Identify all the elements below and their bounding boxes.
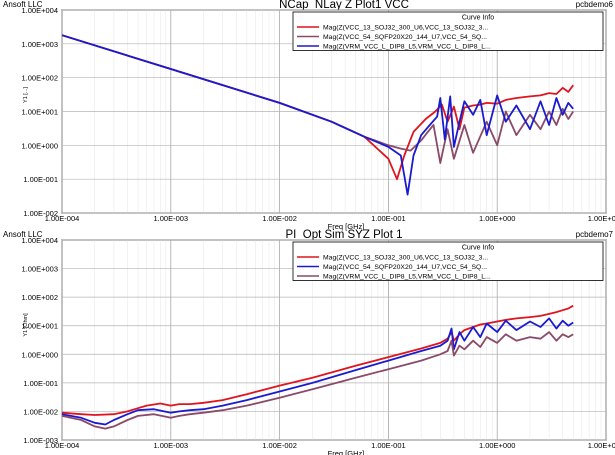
y-axis-label: Y1 [...] [23, 87, 29, 103]
x-tick-label: 1.00E-004 [45, 214, 80, 223]
series-line-1 [61, 34, 574, 181]
x-tick-label: 1.00E+000 [479, 214, 516, 223]
chart-title: NCap_NLay Z Plot1 VCC [279, 0, 409, 11]
x-tick-label: 1.00E-002 [262, 441, 297, 450]
y-tick-label: 1.00E-002 [23, 209, 58, 218]
y-tick-label: 1.00E+002 [22, 74, 59, 83]
y-tick-label: 1.00E+003 [22, 265, 59, 274]
legend-box [292, 241, 604, 281]
x-tick-label: 1.00E+001 [588, 214, 615, 223]
legend-entry: Mag(Z(VCC_54_SQFP20X20_144_U7,VCC_54_SQ.… [323, 264, 487, 271]
project-label: pcbdemo7 [576, 230, 614, 239]
legend-entry: Mag(Z(VRM_VCC_L_DIP8_L5,VRM_VCC_L_DIP8_L… [323, 44, 491, 51]
x-axis-label: Freq [GHz] [328, 222, 365, 231]
chart-1: Ansoft LLC NCap_NLay Z Plot1 VCC pcbdemo6 1… [3, 0, 615, 231]
x-tick-label: 1.00E-004 [45, 441, 80, 450]
legend-title: Curve Info [462, 15, 494, 22]
y-axis-label: Y1 [Ohm] [23, 313, 29, 337]
legend-box [292, 11, 604, 51]
x-tick-label: 1.00E-001 [371, 441, 406, 450]
project-label: pcbdemo6 [576, 0, 614, 9]
series-line-3 [61, 34, 574, 196]
y-tick-label: 1.00E+002 [22, 293, 59, 302]
y-tick-label: 1.00E+004 [22, 6, 59, 15]
x-tick-label: 1.00E-001 [371, 214, 406, 223]
y-tick-label: 1.00E+000 [22, 350, 59, 359]
y-tick-label: 1.00E+003 [22, 40, 59, 49]
legend-entry: Mag(Z(VCC_54_SQFP20X20_144_U7,VCC_54_SQ.… [323, 34, 487, 41]
y-tick-label: 1.00E-001 [23, 379, 58, 388]
y-tick-label: 1.00E+000 [22, 141, 59, 150]
x-tick-label: 1.00E-003 [153, 441, 188, 450]
legend-title: Curve Info [462, 245, 494, 252]
y-tick-label: 1.00E-001 [23, 175, 58, 184]
series-line-2 [61, 317, 574, 426]
x-tick-label: 1.00E-003 [153, 214, 188, 223]
legend-entry: Mag(Z(VCC_13_SOJ32_300_U6,VCC_13_SOJ32_3… [323, 255, 488, 262]
x-tick-label: 1.00E+001 [588, 441, 615, 450]
company-label: Ansoft LLC [3, 230, 43, 239]
y-tick-label: 1.00E+004 [22, 236, 59, 245]
y-tick-label: 1.00E+001 [22, 322, 59, 331]
x-tick-label: 1.00E-002 [262, 214, 297, 223]
chart-title: PI_Opt Sim SYZ Plot 1 [286, 229, 403, 241]
x-tick-label: 1.00E+000 [479, 441, 516, 450]
legend-entry: Mag(Z(VRM_VCC_L_DIP8_L5,VRM_VCC_L_DIP8_L… [323, 274, 491, 281]
x-axis-label: Freq [GHz] [328, 449, 365, 455]
y-tick-label: 1.00E-003 [23, 436, 58, 445]
company-label: Ansoft LLC [3, 0, 43, 9]
chart-2: Ansoft LLC PI_Opt Sim SYZ Plot 1 pcbdemo7 1… [3, 229, 615, 455]
legend: Curve Info Mag(Z(VCC_13_SOJ32_300_U6,VCC_… [292, 11, 604, 51]
legend: Curve Info Mag(Z(VCC_13_SOJ32_300_U6,VCC_… [292, 241, 604, 281]
y-tick-label: 1.00E+001 [22, 108, 59, 117]
series-line-3 [61, 331, 574, 430]
y-tick-label: 1.00E-002 [23, 407, 58, 416]
legend-entry: Mag(Z(VCC_13_SOJ32_300_U6,VCC_13_SOJ32_3… [323, 25, 488, 32]
series-line-1 [61, 304, 574, 416]
